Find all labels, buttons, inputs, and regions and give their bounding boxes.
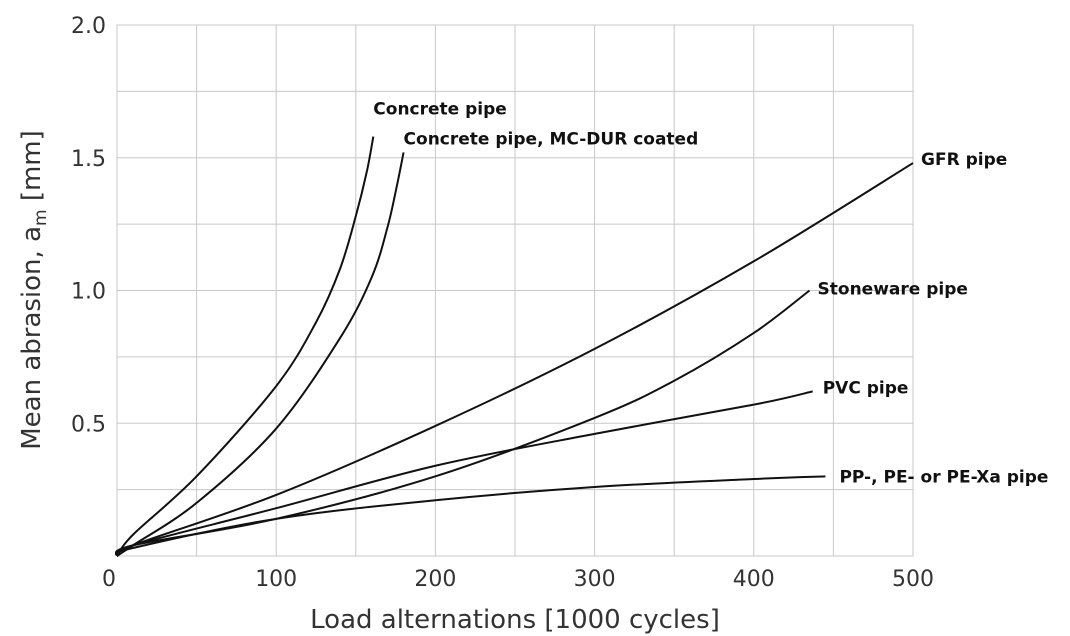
- y-axis-title: Mean abrasion, am [mm]: [17, 130, 51, 450]
- x-tick-label: 400: [733, 567, 775, 592]
- series-line-gfr-pipe: [115, 162, 914, 557]
- series-label-pvc-pipe: PVC pipe: [823, 378, 909, 398]
- series-lines: [115, 136, 914, 557]
- series-label-stoneware-pipe: Stoneware pipe: [818, 280, 968, 300]
- x-tick-label: 300: [574, 567, 616, 592]
- x-tick-label: 200: [414, 567, 456, 592]
- series-line-stoneware-pipe: [115, 289, 811, 557]
- x-tick-label: 0: [102, 567, 116, 592]
- y-tick-label: 0.5: [71, 412, 106, 437]
- grid: [117, 25, 913, 556]
- y-axis-title-subscript: m: [31, 209, 51, 226]
- y-tick-label: 1.0: [71, 280, 106, 305]
- y-axis-title-unit: [mm]: [17, 130, 47, 209]
- series-label-gfr-pipe: GFR pipe: [921, 150, 1007, 170]
- y-axis-title-main: Mean abrasion, a: [17, 226, 47, 450]
- plot-frame: [116, 24, 914, 557]
- series-line-pvc-pipe: [115, 390, 813, 557]
- y-tick-label: 1.5: [71, 147, 106, 172]
- x-axis-title: Load alternations [1000 cycles]: [310, 605, 720, 635]
- series-label-pp-pe-or-pe-xa-pipe: PP-, PE- or PE-Xa pipe: [839, 467, 1048, 487]
- series-line-concrete-pipe: [116, 136, 375, 557]
- series-line-concrete-pipe-mc-dur-coated: [116, 152, 405, 557]
- series-label-concrete-pipe-mc-dur-coated: Concrete pipe, MC-DUR coated: [404, 129, 699, 149]
- y-tick-label: 2.0: [71, 14, 106, 39]
- x-tick-label: 100: [255, 567, 297, 592]
- y-tick-labels: 0.5 1.0 1.5 2.0: [71, 14, 106, 437]
- series-line-pp-pe-or-pe-xa-pipe: [115, 475, 826, 557]
- series-labels: Concrete pipe Concrete pipe, MC-DUR coate…: [373, 100, 1048, 488]
- x-tick-label: 500: [892, 567, 934, 592]
- series-label-concrete-pipe: Concrete pipe: [373, 100, 507, 120]
- x-tick-labels: 0 100 200 300 400 500: [102, 567, 934, 592]
